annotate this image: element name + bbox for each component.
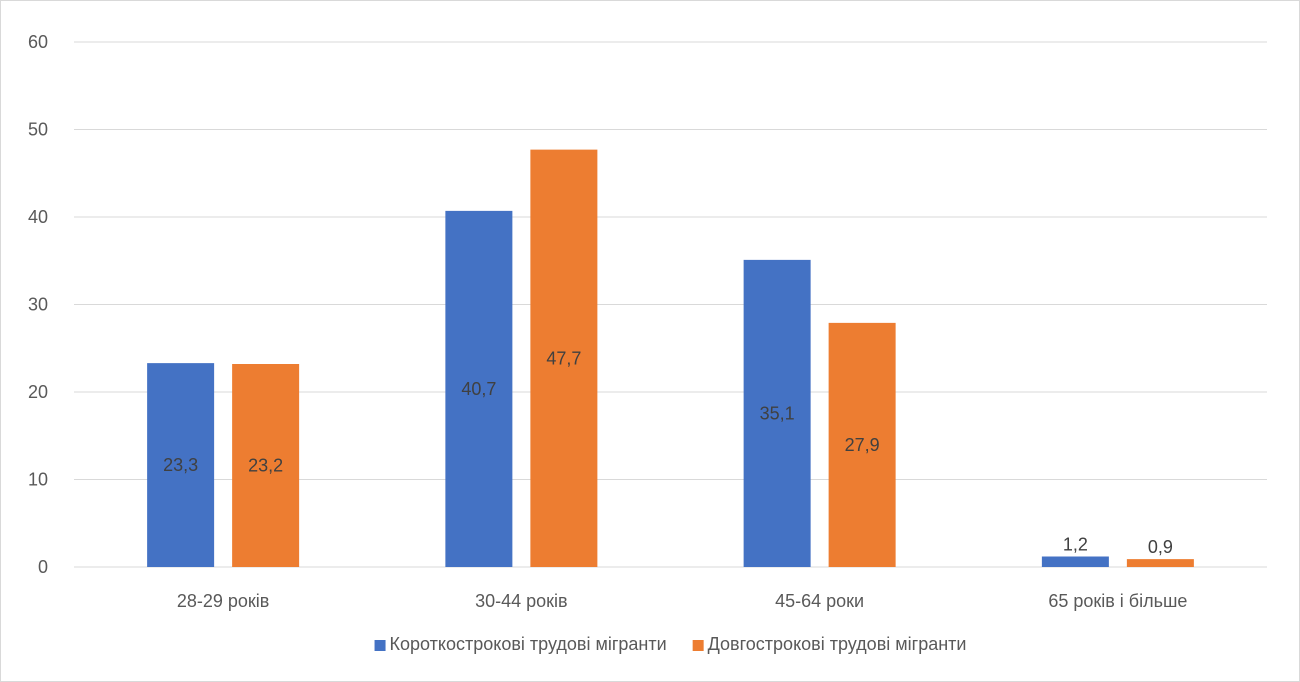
x-axis-ticks: 28-29 років 30-44 років 45-64 роки 65 років… <box>177 591 1188 611</box>
legend-label: Довгострокові трудові мігранти <box>708 634 967 654</box>
y-axis-ticks: 0 10 20 30 40 50 60 <box>28 32 48 577</box>
bar-long-term-3 <box>1126 559 1194 567</box>
bar-short-term-2 <box>743 259 811 567</box>
x-tick-label: 45-64 роки <box>775 591 864 611</box>
data-label: 23,2 <box>248 456 283 476</box>
y-tick-label: 10 <box>28 470 48 490</box>
data-labels: 23,3 23,2 40,7 47,7 35,1 27,9 1,2 0,9 <box>163 348 1173 557</box>
y-tick-label: 30 <box>28 295 48 315</box>
data-label: 35,1 <box>760 403 795 423</box>
bar-long-term-2 <box>828 322 896 567</box>
x-tick-label: 65 років і більше <box>1048 591 1187 611</box>
legend-label: Короткострокові трудові мігранти <box>390 634 667 654</box>
bar-short-term-1 <box>445 210 513 567</box>
y-tick-label: 50 <box>28 120 48 140</box>
data-label: 0,9 <box>1148 537 1173 557</box>
data-label: 1,2 <box>1063 535 1088 555</box>
data-label: 23,3 <box>163 455 198 475</box>
x-tick-label: 28-29 років <box>177 591 270 611</box>
bar-short-term-0 <box>147 363 215 567</box>
bar-long-term-1 <box>530 149 598 567</box>
legend-swatch <box>692 640 704 651</box>
y-tick-label: 40 <box>28 207 48 227</box>
data-label: 40,7 <box>461 379 496 399</box>
legend-item-short-term: Короткострокові трудові мігранти <box>374 634 667 654</box>
bar-short-term-3 <box>1041 556 1109 567</box>
legend: Короткострокові трудові мігранти Довгостр… <box>374 634 967 654</box>
y-tick-label: 0 <box>38 557 48 577</box>
legend-swatch <box>374 640 386 651</box>
legend-item-long-term: Довгострокові трудові мігранти <box>692 634 967 654</box>
bar-long-term-0 <box>232 364 300 567</box>
x-tick-label: 30-44 років <box>475 591 568 611</box>
data-label: 47,7 <box>546 348 581 368</box>
bars <box>147 149 1194 567</box>
data-label: 27,9 <box>845 435 880 455</box>
y-tick-label: 20 <box>28 382 48 402</box>
y-tick-label: 60 <box>28 32 48 52</box>
